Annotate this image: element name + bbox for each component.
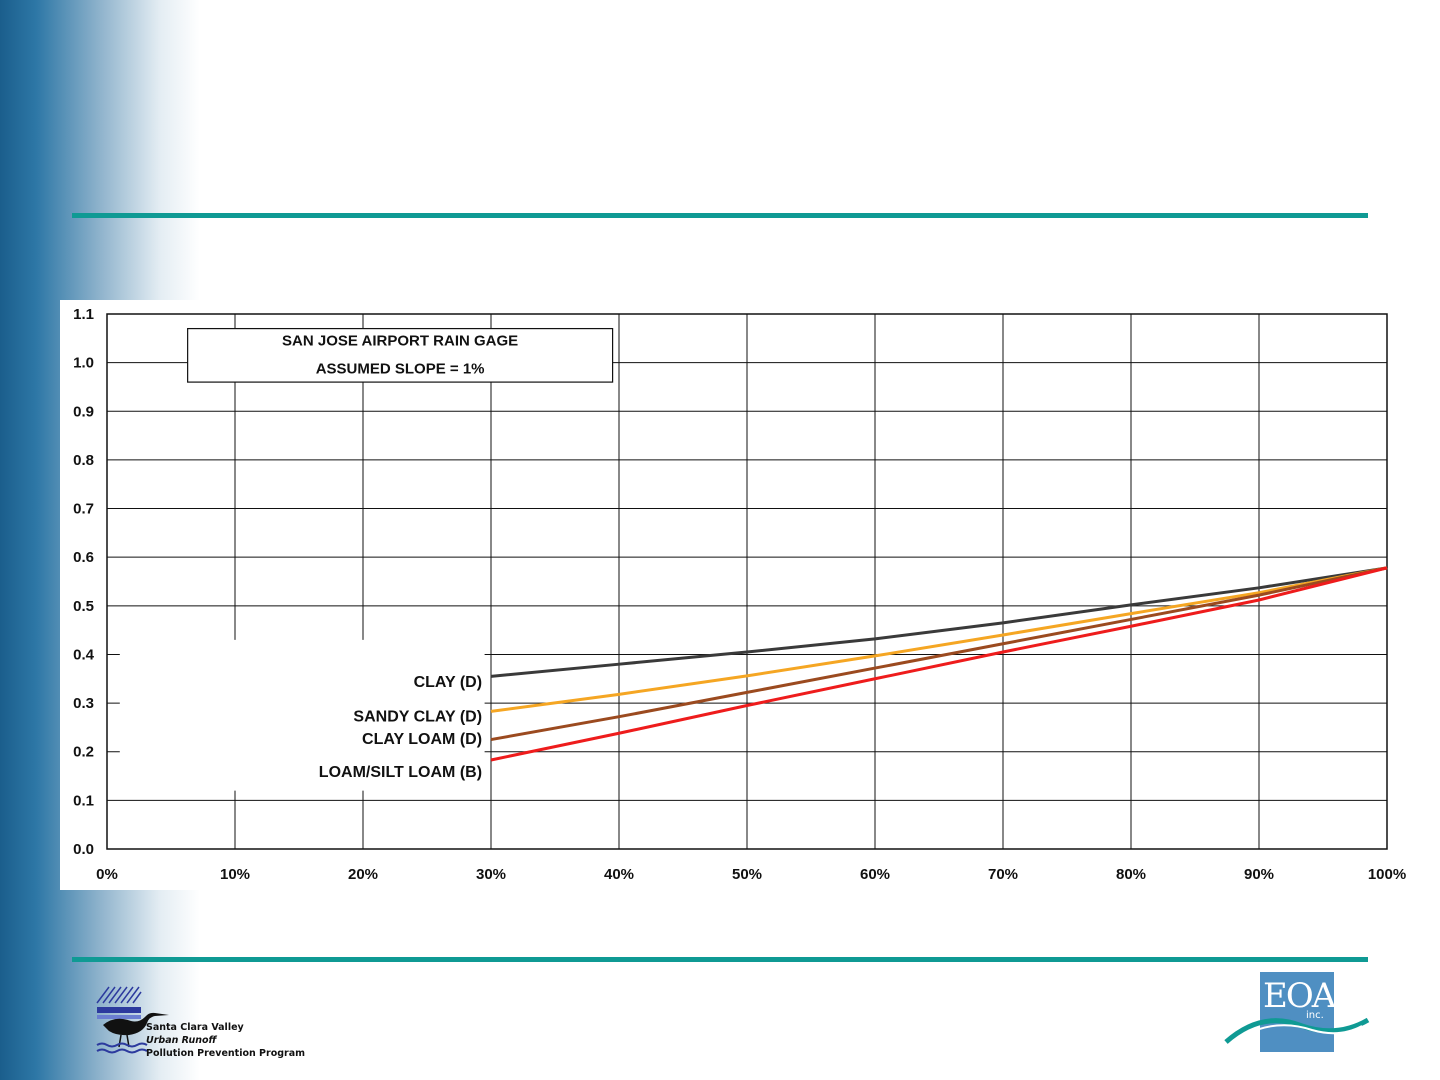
series-label: CLAY LOAM (D) [362, 731, 482, 748]
x-tick-label: 20% [348, 866, 378, 883]
scvurppp-text: Santa Clara Valley Urban Runoff Pollutio… [146, 1021, 305, 1060]
series-line [490, 566, 1388, 678]
x-tick-label: 70% [988, 866, 1018, 883]
x-tick-label: 90% [1244, 866, 1274, 883]
eoa-logo-box [1260, 972, 1334, 1052]
wave-icon [1224, 1017, 1370, 1044]
title-box [187, 327, 614, 383]
series-line [490, 566, 1388, 762]
title-box-line: SAN JOSE AIRPORT RAIN GAGE [282, 333, 518, 350]
eoa-suffix: inc. [1306, 1010, 1324, 1021]
line-chart: 0% 10% 20% 30% 40% 50% 60% 70% 80% 90% 100% 0.0 0.1 0… [73, 306, 1406, 883]
y-tick-label: 0.2 [73, 744, 94, 761]
x-tick-label: 100% [1368, 866, 1406, 883]
x-tick-label: 0% [96, 866, 118, 883]
x-tick-label: 10% [220, 866, 250, 883]
y-tick-label: 0.5 [73, 598, 94, 615]
y-tick-label: 1.0 [73, 355, 94, 372]
y-tick-label: 0.7 [73, 501, 94, 518]
series-label: LOAM/SILT LOAM (B) [319, 764, 482, 781]
logo-line-1: Santa Clara Valley [146, 1022, 244, 1033]
heron-logo-icon [96, 986, 169, 1054]
label-backdrop [119, 639, 485, 791]
logo-line-3: Pollution Prevention Program [146, 1048, 306, 1059]
y-tick-label: 0.0 [73, 841, 94, 858]
series-label: CLAY (D) [414, 674, 482, 691]
logo-line-2: Urban Runoff [146, 1035, 217, 1046]
y-tick-label: 0.1 [73, 792, 94, 809]
y-tick-label: 0.8 [73, 452, 94, 469]
chart-panel: 0% 10% 20% 30% 40% 50% 60% 70% 80% 90% 100% 0.0 0.1 0… [60, 300, 1420, 890]
eoa-wordmark: EOA [1263, 976, 1336, 1016]
bottom-divider [72, 957, 1368, 962]
scvurppp-logo: Santa Clara Valley Urban Runoff Pollutio… [95, 985, 325, 1065]
x-tick-label: 50% [732, 866, 762, 883]
title-box-line: ASSUMED SLOPE = 1% [316, 361, 485, 378]
series-line [490, 566, 1388, 713]
x-tick-label: 40% [604, 866, 634, 883]
y-tick-label: 0.9 [73, 403, 94, 420]
series-label: SANDY CLAY (D) [353, 709, 482, 726]
top-divider [72, 213, 1368, 218]
x-tick-label: 80% [1116, 866, 1146, 883]
eoa-logo: EOA inc. [1222, 970, 1372, 1055]
y-tick-label: 1.1 [73, 306, 94, 323]
series-line [490, 566, 1388, 742]
y-tick-label: 0.4 [73, 646, 95, 663]
y-tick-label: 0.3 [73, 695, 94, 712]
x-tick-label: 30% [476, 866, 506, 883]
x-tick-label: 60% [860, 866, 890, 883]
y-tick-label: 0.6 [73, 549, 94, 566]
